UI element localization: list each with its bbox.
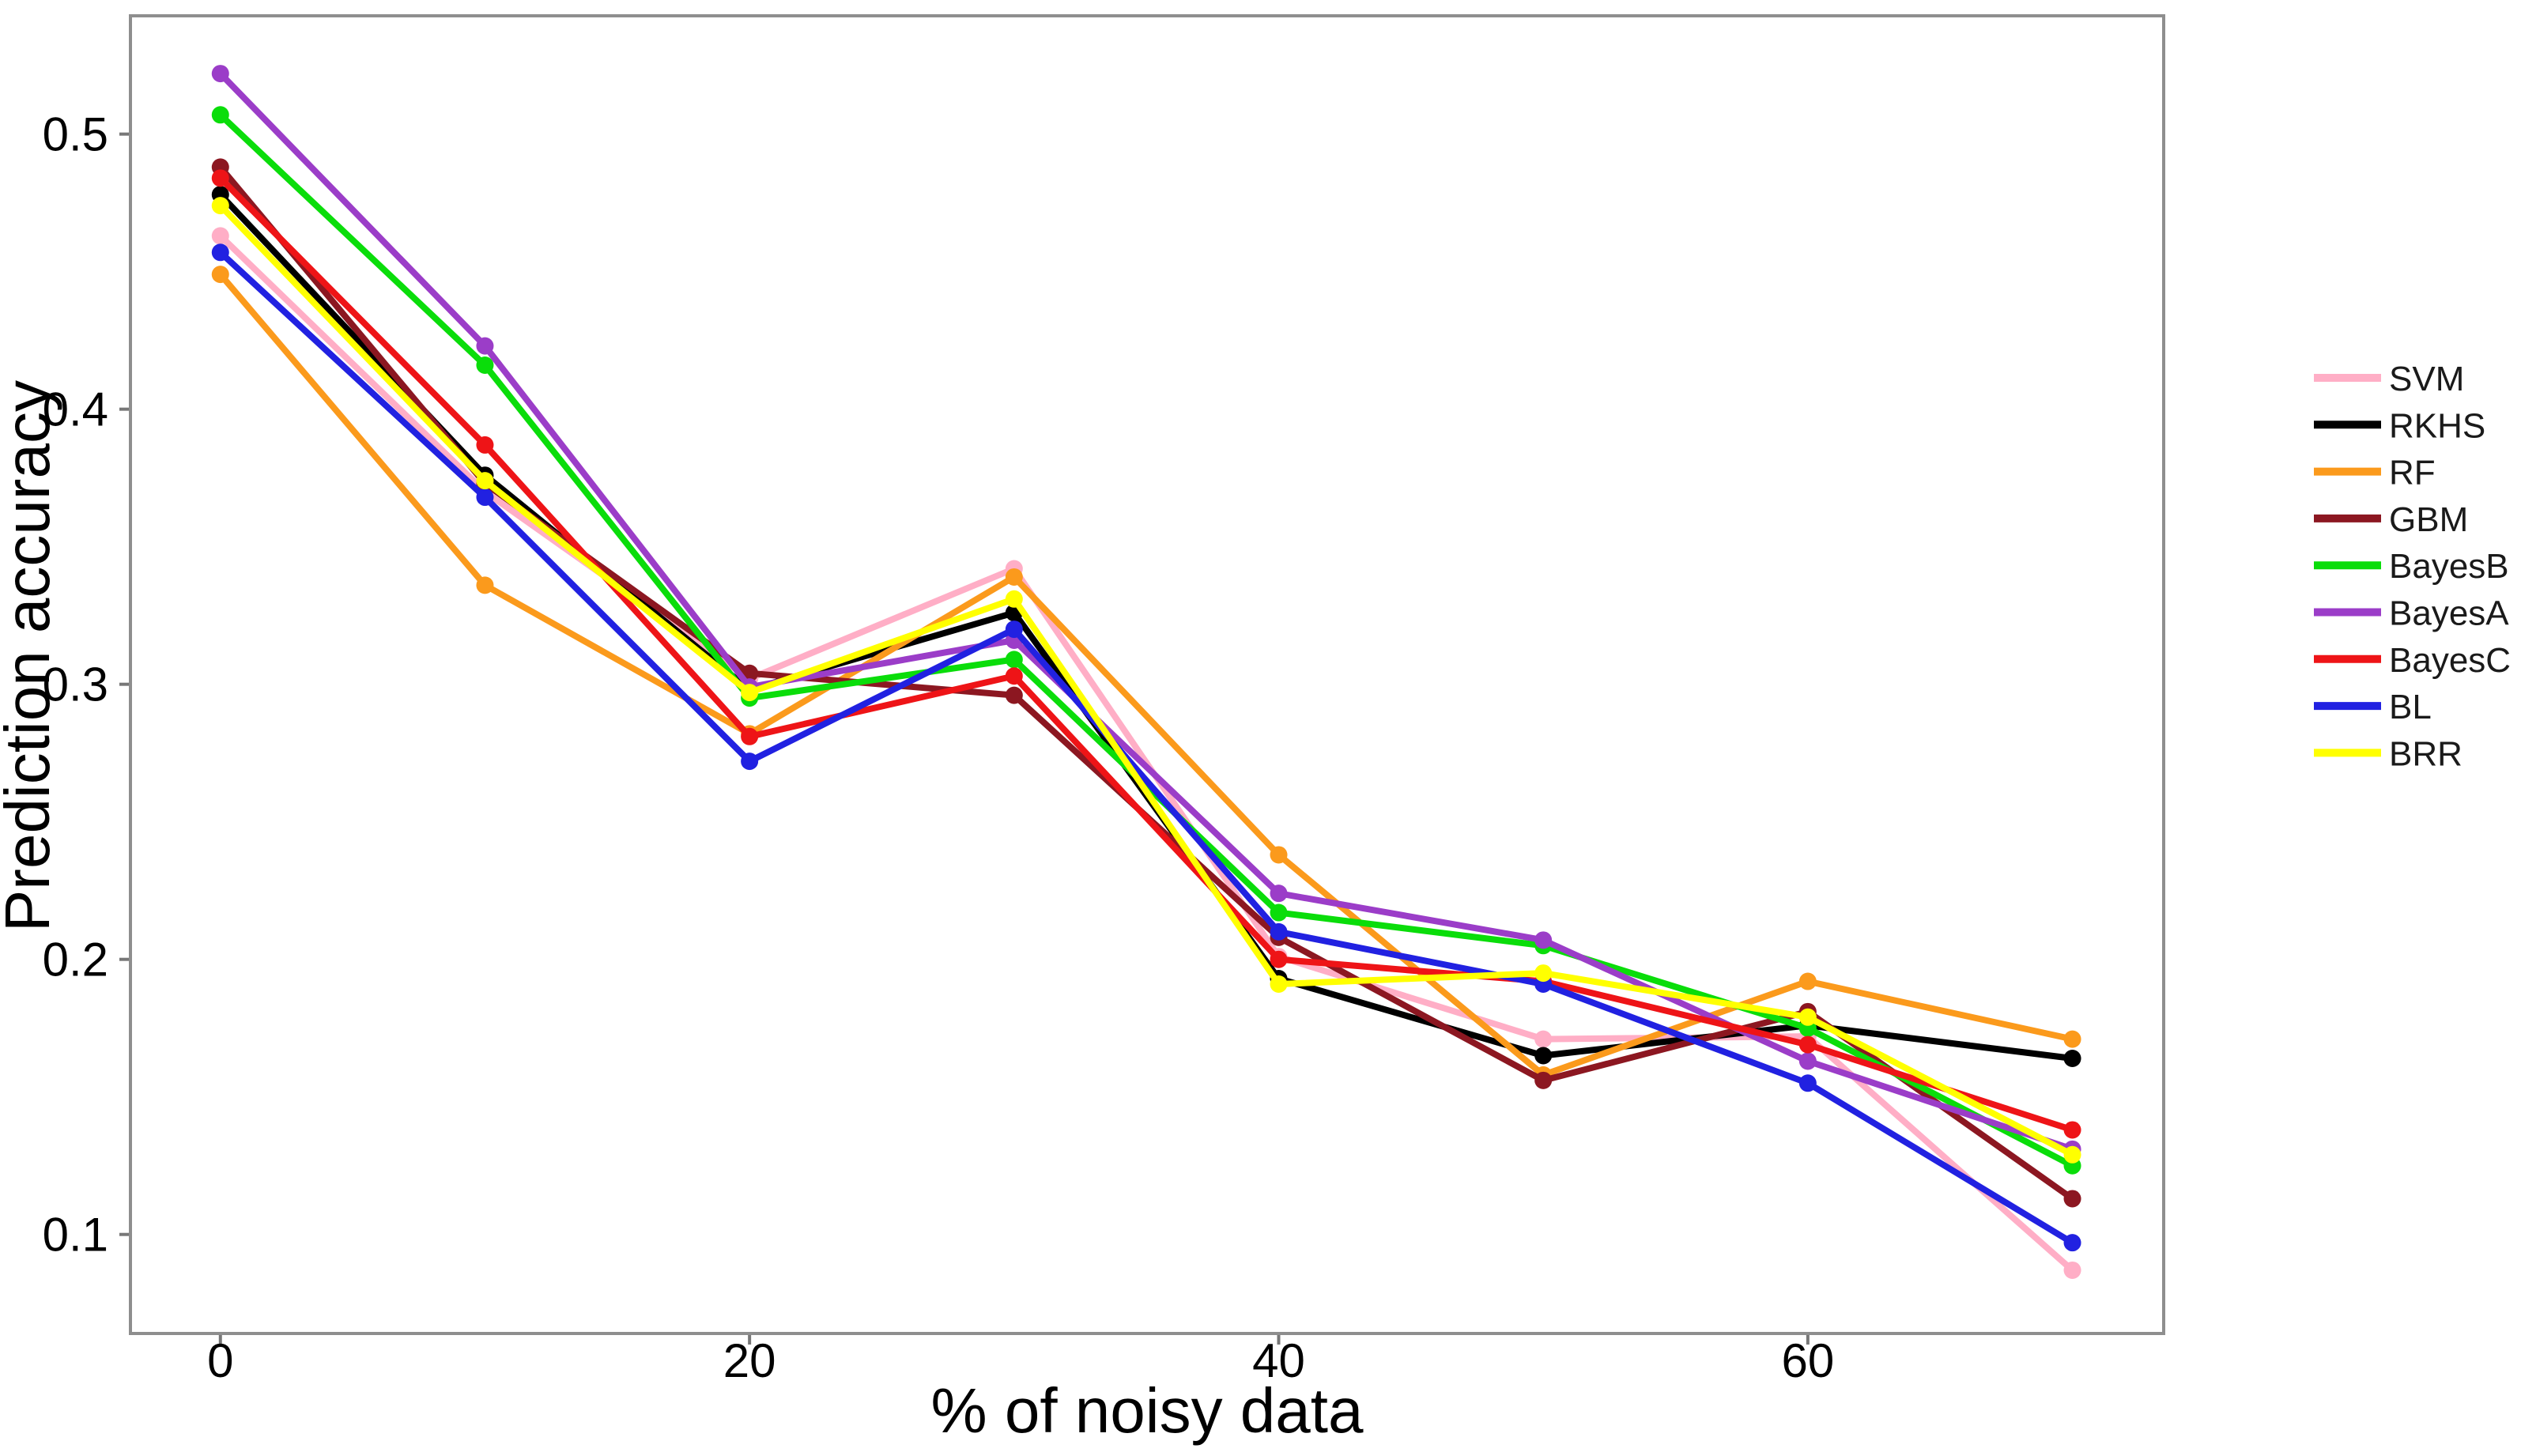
legend-item-SVM: SVM (2314, 360, 2464, 398)
data-point-GBM-x70 (2063, 1190, 2081, 1208)
data-point-BRR-x70 (2063, 1145, 2081, 1164)
plot-panel-border (129, 14, 2165, 1335)
series-line-SVM (217, 232, 2076, 1273)
data-point-RKHS-x70 (2063, 1049, 2081, 1067)
legend-label-BayesA: BayesA (2389, 594, 2509, 633)
data-point-BayesA-x10 (476, 337, 494, 355)
data-point-SVM-x70 (2063, 1261, 2081, 1279)
y-axis-title: Prediction accuracy (0, 380, 62, 932)
data-point-SVM-x50 (1534, 1030, 1553, 1048)
data-point-BL-x40 (1270, 922, 1288, 941)
data-point-BayesB-x0 (211, 106, 229, 124)
y-tick-label: 0.1 (43, 1209, 108, 1262)
data-point-RKHS-x50 (1534, 1047, 1553, 1065)
x-axis-ticks: 0 20 40 60 (207, 1334, 1834, 1387)
legend-item-BL: BL (2314, 688, 2432, 726)
data-point-RF-x60 (1798, 972, 1817, 990)
data-point-BayesB-x40 (1270, 903, 1288, 922)
legend-item-BayesB: BayesB (2314, 547, 2509, 586)
data-point-BRR-x30 (1005, 590, 1023, 608)
data-point-BRR-x20 (741, 684, 759, 702)
data-point-BRR-x0 (211, 197, 229, 215)
data-point-BayesB-x30 (1005, 651, 1023, 669)
data-point-BL-x30 (1005, 620, 1023, 639)
data-point-BRR-x50 (1534, 964, 1553, 983)
data-point-BL-x10 (476, 488, 494, 507)
data-point-BayesC-x10 (476, 436, 494, 454)
x-tick-label: 20 (723, 1334, 776, 1387)
legend-item-GBM: GBM (2314, 500, 2468, 539)
data-point-BayesA-x0 (211, 65, 229, 83)
data-point-RF-x70 (2063, 1030, 2081, 1048)
data-point-BRR-x40 (1270, 975, 1288, 994)
data-point-RF-x40 (1270, 846, 1288, 864)
data-point-BayesA-x60 (1798, 1052, 1817, 1070)
legend-item-BayesA: BayesA (2314, 594, 2509, 633)
data-point-BRR-x10 (476, 472, 494, 490)
data-point-BayesA-x40 (1270, 885, 1288, 903)
x-axis-title: % of noisy data (931, 1375, 1364, 1446)
data-point-BayesC-x60 (1798, 1035, 1817, 1054)
data-point-BayesC-x20 (741, 727, 759, 745)
series-layer (211, 65, 2081, 1279)
legend-label-BayesB: BayesB (2389, 547, 2509, 586)
data-point-BayesC-x40 (1270, 950, 1288, 968)
data-point-BL-x20 (741, 753, 759, 771)
data-point-BayesC-x30 (1005, 667, 1023, 685)
data-point-GBM-x30 (1005, 686, 1023, 704)
legend-label-BayesC: BayesC (2389, 641, 2511, 680)
data-point-SVM-x0 (211, 227, 229, 245)
legend: SVM RKHS RF GBM BayesB BayesA BayesC BL BRR (2314, 360, 2511, 773)
data-point-BayesC-x0 (211, 169, 229, 187)
data-point-BayesC-x70 (2063, 1121, 2081, 1139)
series-line-BayesA (217, 70, 2076, 1152)
legend-item-RKHS: RKHS (2314, 406, 2485, 445)
data-point-GBM-x50 (1534, 1071, 1553, 1089)
series-line-RKHS (217, 191, 2076, 1062)
data-point-BL-x70 (2063, 1234, 2081, 1252)
y-tick-label: 0.5 (43, 108, 108, 161)
data-point-BayesB-x10 (476, 356, 494, 374)
data-point-BayesA-x50 (1534, 931, 1553, 949)
data-point-BL-x60 (1798, 1074, 1817, 1092)
x-tick-label: 0 (207, 1334, 233, 1387)
series-line-BayesB (217, 111, 2076, 1169)
series-line-BL (217, 249, 2076, 1247)
y-tick-label: 0.4 (43, 383, 108, 436)
series-line-BayesC (217, 175, 2076, 1133)
x-tick-label: 40 (1252, 1334, 1305, 1387)
legend-label-RKHS: RKHS (2389, 406, 2485, 445)
series-line-BRR (217, 202, 2076, 1158)
legend-label-BL: BL (2389, 688, 2432, 726)
legend-item-RF: RF (2314, 454, 2436, 492)
data-point-BRR-x60 (1798, 1008, 1817, 1026)
legend-label-SVM: SVM (2389, 360, 2464, 398)
y-axis-ticks: 0.1 0.2 0.3 0.4 0.5 (43, 108, 129, 1262)
y-tick-label: 0.2 (43, 934, 108, 986)
data-point-RF-x30 (1005, 568, 1023, 586)
legend-label-BRR: BRR (2389, 734, 2463, 773)
legend-label-GBM: GBM (2389, 500, 2468, 539)
data-point-RF-x10 (476, 576, 494, 594)
legend-label-RF: RF (2389, 454, 2436, 492)
data-point-BL-x0 (211, 243, 229, 262)
legend-item-BRR: BRR (2314, 734, 2463, 773)
data-point-RF-x0 (211, 266, 229, 284)
legend-item-BayesC: BayesC (2314, 641, 2511, 680)
series-line-RF (217, 271, 2076, 1078)
y-tick-label: 0.3 (43, 658, 108, 711)
x-tick-label: 60 (1781, 1334, 1834, 1387)
